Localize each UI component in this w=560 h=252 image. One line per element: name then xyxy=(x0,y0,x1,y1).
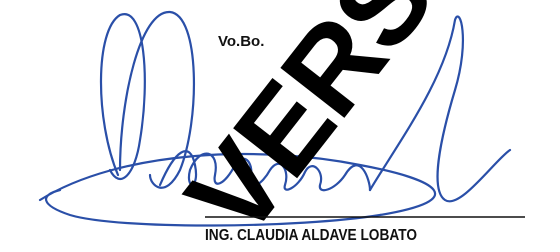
approval-label: Vo.Bo. xyxy=(218,33,264,50)
watermark: VERSI xyxy=(161,0,477,252)
signer-name: ING. CLAUDIA ALDAVE LOBATO xyxy=(205,227,417,244)
signature-block: VERSI Vo.Bo. ING. CLAUDIA ALDAVE LOBATO xyxy=(0,0,560,252)
